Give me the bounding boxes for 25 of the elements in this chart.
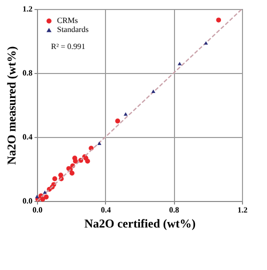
point	[42, 190, 47, 194]
point	[178, 62, 182, 66]
x-tick-label: 1.2	[238, 206, 248, 214]
point	[70, 170, 74, 176]
y-tick-label: 0.4	[22, 132, 32, 142]
y-tick-label: 0.0	[22, 196, 32, 206]
point	[151, 90, 156, 93]
x-tick-label: 0.8	[169, 206, 180, 214]
point	[72, 156, 78, 161]
y-axis-title: Na2O measured (wt%)	[4, 46, 18, 165]
y-tick-label: 1.2	[22, 4, 32, 14]
legend-label: CRMs	[57, 16, 78, 25]
x-axis-title: Na2O certified (wt%)	[84, 216, 196, 230]
point	[44, 194, 49, 200]
point	[97, 142, 102, 145]
point	[52, 176, 58, 182]
point	[115, 118, 120, 124]
x-tick-label: 0.4	[100, 206, 111, 214]
point	[35, 194, 39, 198]
x-tick-label: 0.0	[32, 206, 42, 214]
legend-label: Standards	[57, 25, 89, 34]
point	[216, 18, 222, 22]
annotation: R² = 0.991	[51, 42, 86, 51]
y-tick-label: 0.8	[22, 68, 32, 78]
point	[40, 196, 46, 202]
